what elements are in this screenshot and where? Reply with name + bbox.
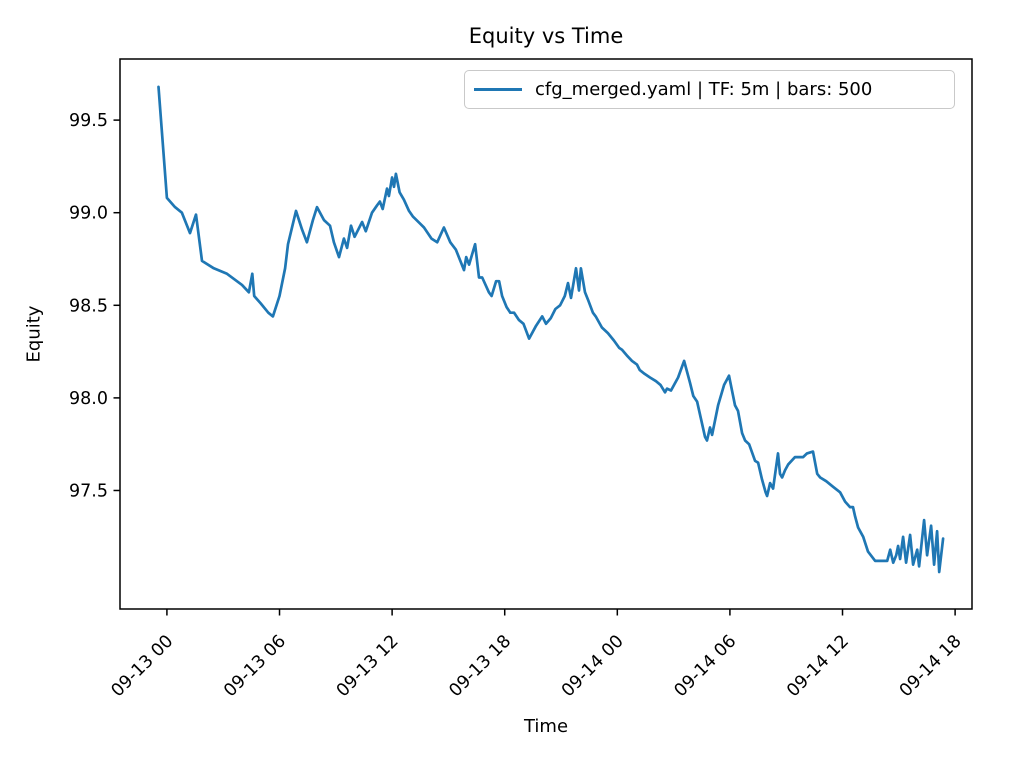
x-tick-label: 09-14 18 xyxy=(896,631,966,701)
chart-title: Equity vs Time xyxy=(468,24,624,48)
x-tick-label: 09-13 00 xyxy=(108,631,178,701)
x-tick-label: 09-13 12 xyxy=(333,631,403,701)
x-axis-label: Time xyxy=(523,716,569,737)
x-tick-label: 09-14 12 xyxy=(783,631,853,701)
y-tick-label: 98.0 xyxy=(69,389,108,409)
x-tick-label: 09-13 06 xyxy=(220,631,290,701)
axes-frame xyxy=(119,58,973,610)
legend-line-sample-icon xyxy=(474,88,522,91)
y-tick-label: 99.0 xyxy=(69,204,108,224)
y-tick-label: 97.5 xyxy=(69,481,108,501)
x-tick-label: 09-13 18 xyxy=(445,631,515,701)
x-tick-label: 09-14 00 xyxy=(558,631,628,701)
x-tick-label: 09-14 06 xyxy=(671,631,741,701)
equity-line xyxy=(157,85,945,574)
y-tick-label: 99.5 xyxy=(69,111,108,131)
y-tick-label: 98.5 xyxy=(69,296,108,316)
legend-label: cfg_merged.yaml | TF: 5m | bars: 500 xyxy=(535,79,873,100)
legend: cfg_merged.yaml | TF: 5m | bars: 500 xyxy=(464,70,955,109)
